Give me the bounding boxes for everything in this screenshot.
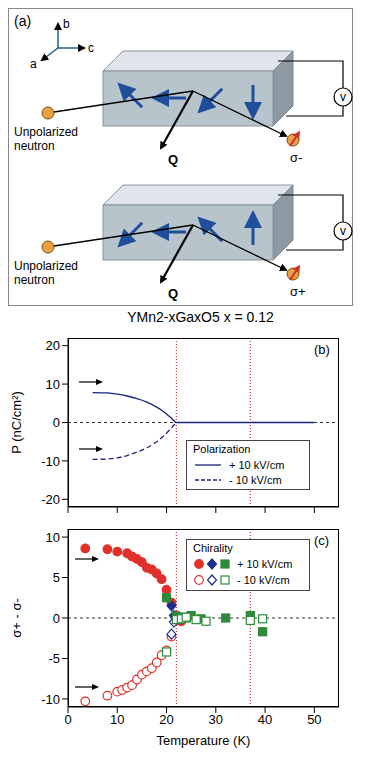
html-text:+ 10 kV/cm: + 10 kV/cm [229,458,285,471]
html-text:Polarization: Polarization [193,443,251,455]
svg-text:-20: -20 [41,492,60,507]
svg-text:30: 30 [209,712,223,727]
svg-text:0: 0 [64,712,71,727]
svg-text:20: 20 [159,712,173,727]
svg-text:0: 0 [53,415,60,430]
svg-text:(a): (a) [14,13,31,29]
svg-text:10: 10 [46,377,60,392]
html-text:- 10 kV/cm: - 10 kV/cm [237,574,290,586]
svg-text:-10: -10 [41,692,60,707]
svg-text:0: 0 [53,611,60,626]
svg-text:40: 40 [258,712,272,727]
svg-text:-5: -5 [48,651,60,666]
svg-text:Unpolarized: Unpolarized [14,125,78,139]
svg-text:v: v [340,224,346,238]
svg-text:-10: -10 [41,454,60,469]
svg-text:Q: Q [168,286,178,301]
svg-text:neutron: neutron [14,139,55,153]
svg-text:20: 20 [46,338,60,353]
html-text:(c): (c) [314,533,330,548]
html-text:- 10 kV/cm: - 10 kV/cm [229,473,282,486]
svg-text:c: c [88,41,94,55]
svg-text:σ-: σ- [290,150,302,165]
svg-text:P (nC/cm²): P (nC/cm²) [9,391,24,454]
svg-text:Unpolarized: Unpolarized [14,259,78,273]
svg-text:10: 10 [46,530,60,545]
svg-text:Temperature (K): Temperature (K) [157,733,251,748]
svg-text:σ+: σ+ [290,284,306,299]
html-text:Chirality: Chirality [193,542,233,554]
svg-text:Q: Q [168,152,178,167]
svg-text:neutron: neutron [14,273,55,287]
html-text:(b): (b) [314,342,330,357]
svg-text:v: v [340,90,346,104]
html-text:YMn2-xGaxO5 x = 0.12: YMn2-xGaxO5 x = 0.12 [127,309,274,325]
svg-text:50: 50 [307,712,321,727]
svg-text:b: b [63,17,70,31]
html-text:+ 10 kV/cm: + 10 kV/cm [237,558,293,570]
svg-text:a: a [30,57,37,71]
svg-text:10: 10 [110,712,124,727]
svg-text:σ+ - σ-: σ+ - σ- [9,598,24,638]
svg-text:5: 5 [53,570,60,585]
